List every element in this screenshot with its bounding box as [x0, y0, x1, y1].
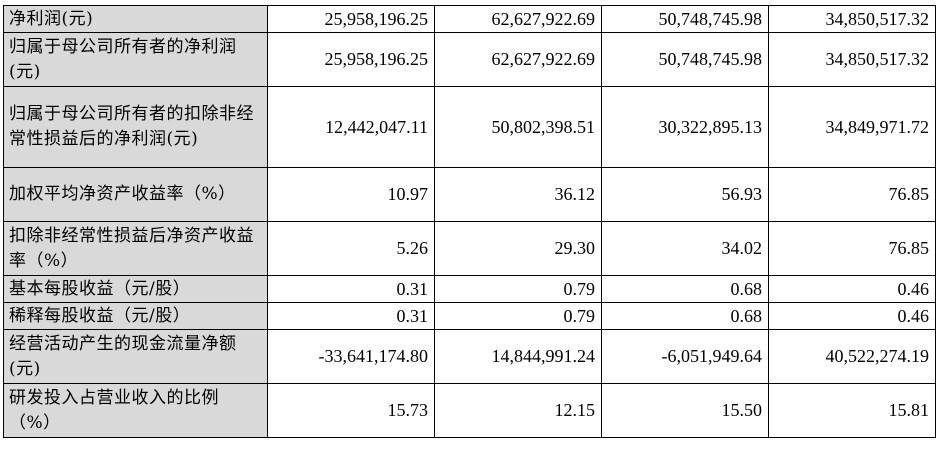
table-row: 研发投入占营业收入的比例（%） 15.73 12.15 15.50 15.81	[3, 383, 936, 438]
table-row: 归属于母公司所有者的扣除非经常性损益后的净利润(元) 12,442,047.11…	[3, 86, 936, 168]
cell-value: 50,748,745.98	[601, 32, 769, 87]
cell-value: 14,844,991.24	[434, 329, 602, 384]
cell-value: 0.31	[267, 275, 435, 303]
cell-value: 62,627,922.69	[434, 32, 602, 87]
row-label: 扣除非经常性损益后净资产收益率（%）	[3, 221, 268, 276]
cell-value: 50,802,398.51	[434, 86, 602, 168]
cell-value: 0.79	[434, 275, 602, 303]
table-row: 扣除非经常性损益后净资产收益率（%） 5.26 29.30 34.02 76.8…	[3, 221, 936, 276]
cell-value: 34.02	[601, 221, 769, 276]
row-label: 加权平均净资产收益率（%）	[3, 167, 268, 222]
cell-value: 0.46	[768, 275, 936, 303]
row-label: 归属于母公司所有者的净利润(元)	[3, 32, 268, 87]
cell-value: 62,627,922.69	[434, 5, 602, 33]
cell-value: 34,849,971.72	[768, 86, 936, 168]
cell-value: 34,850,517.32	[768, 5, 936, 33]
cell-value: -33,641,174.80	[267, 329, 435, 384]
cell-value: 25,958,196.25	[267, 32, 435, 87]
cell-value: 10.97	[267, 167, 435, 222]
row-label: 研发投入占营业收入的比例（%）	[3, 383, 268, 438]
cell-value: 40,522,274.19	[768, 329, 936, 384]
cell-value: 5.26	[267, 221, 435, 276]
table-row: 稀释每股收益（元/股） 0.31 0.79 0.68 0.46	[3, 302, 936, 330]
table-row: 归属于母公司所有者的净利润(元) 25,958,196.25 62,627,92…	[3, 32, 936, 87]
cell-value: 36.12	[434, 167, 602, 222]
table-row: 基本每股收益（元/股） 0.31 0.79 0.68 0.46	[3, 275, 936, 303]
cell-value: 12.15	[434, 383, 602, 438]
cell-value: 29.30	[434, 221, 602, 276]
cell-value: -6,051,949.64	[601, 329, 769, 384]
cell-value: 56.93	[601, 167, 769, 222]
row-label: 净利润(元)	[3, 5, 268, 33]
row-label: 稀释每股收益（元/股）	[3, 302, 268, 330]
cell-value: 0.79	[434, 302, 602, 330]
table-row: 加权平均净资产收益率（%） 10.97 36.12 56.93 76.85	[3, 167, 936, 222]
cell-value: 30,322,895.13	[601, 86, 769, 168]
cell-value: 12,442,047.11	[267, 86, 435, 168]
cell-value: 25,958,196.25	[267, 5, 435, 33]
cell-value: 15.73	[267, 383, 435, 438]
cell-value: 0.68	[601, 275, 769, 303]
table-row: 净利润(元) 25,958,196.25 62,627,922.69 50,74…	[3, 5, 936, 33]
table-row: 经营活动产生的现金流量净额(元) -33,641,174.80 14,844,9…	[3, 329, 936, 384]
cell-value: 76.85	[768, 221, 936, 276]
cell-value: 15.81	[768, 383, 936, 438]
cell-value: 0.68	[601, 302, 769, 330]
row-label: 归属于母公司所有者的扣除非经常性损益后的净利润(元)	[3, 86, 268, 168]
cell-value: 0.31	[267, 302, 435, 330]
cell-value: 76.85	[768, 167, 936, 222]
financial-indicators-table: 净利润(元) 25,958,196.25 62,627,922.69 50,74…	[3, 5, 936, 438]
row-label: 经营活动产生的现金流量净额(元)	[3, 329, 268, 384]
row-label: 基本每股收益（元/股）	[3, 275, 268, 303]
cell-value: 0.46	[768, 302, 936, 330]
cell-value: 34,850,517.32	[768, 32, 936, 87]
cell-value: 50,748,745.98	[601, 5, 769, 33]
cell-value: 15.50	[601, 383, 769, 438]
